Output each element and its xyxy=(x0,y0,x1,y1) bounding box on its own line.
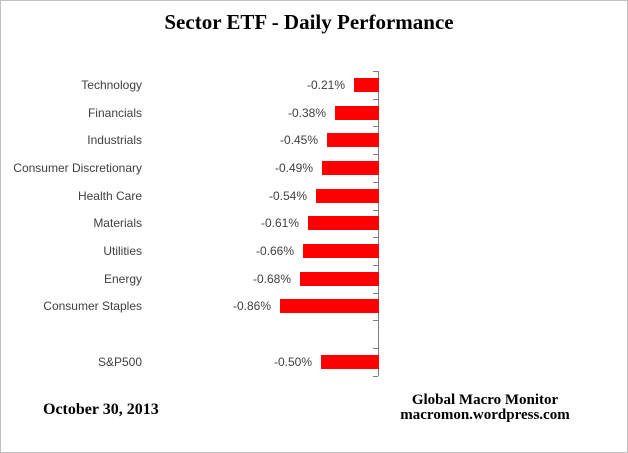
value-label: -0.45% xyxy=(279,133,318,147)
value-label: -0.86% xyxy=(232,299,271,313)
value-label: -0.54% xyxy=(268,189,307,203)
bar xyxy=(316,189,379,203)
category-label: Utilities xyxy=(103,244,142,258)
category-label: Industrials xyxy=(87,133,142,147)
category-label: S&P500 xyxy=(97,355,142,369)
axis-tick xyxy=(373,320,378,321)
category-label: Financials xyxy=(87,106,142,120)
category-label: Materials xyxy=(93,216,142,230)
attribution: Global Macro Monitor macromon.wordpress.… xyxy=(373,393,597,423)
bar xyxy=(321,355,379,369)
category-label: Health Care xyxy=(77,189,142,203)
axis-tick xyxy=(373,99,378,100)
attribution-url: macromon.wordpress.com xyxy=(400,407,570,423)
date-label: October 30, 2013 xyxy=(43,401,159,418)
axis-tick xyxy=(373,293,378,294)
chart-title: Sector ETF - Daily Performance xyxy=(164,10,454,34)
bar xyxy=(335,106,379,120)
axis-tick xyxy=(373,348,378,349)
value-label: -0.49% xyxy=(274,161,313,175)
category-label: Consumer Discretionary xyxy=(13,161,142,175)
value-label: -0.50% xyxy=(273,355,312,369)
bar xyxy=(354,78,379,92)
bar xyxy=(327,133,379,147)
axis-tick xyxy=(373,376,378,377)
value-label: -0.21% xyxy=(306,78,345,92)
axis-tick xyxy=(373,265,378,266)
attribution-source: Global Macro Monitor xyxy=(411,392,559,408)
axis-tick xyxy=(373,237,378,238)
value-label: -0.38% xyxy=(287,106,326,120)
axis-tick xyxy=(373,71,378,72)
category-label: Consumer Staples xyxy=(43,299,142,313)
bar xyxy=(280,299,379,313)
value-label: -0.66% xyxy=(255,244,294,258)
bar xyxy=(303,244,379,258)
bar xyxy=(322,161,379,175)
value-label: -0.61% xyxy=(260,216,299,230)
category-label: Technology xyxy=(81,78,142,92)
value-label: -0.68% xyxy=(252,272,291,286)
bar xyxy=(300,272,379,286)
axis-tick xyxy=(373,182,378,183)
axis-tick xyxy=(373,210,378,211)
axis-tick xyxy=(373,154,378,155)
axis-tick xyxy=(373,126,378,127)
bar xyxy=(308,216,379,230)
category-label: Energy xyxy=(103,272,142,286)
